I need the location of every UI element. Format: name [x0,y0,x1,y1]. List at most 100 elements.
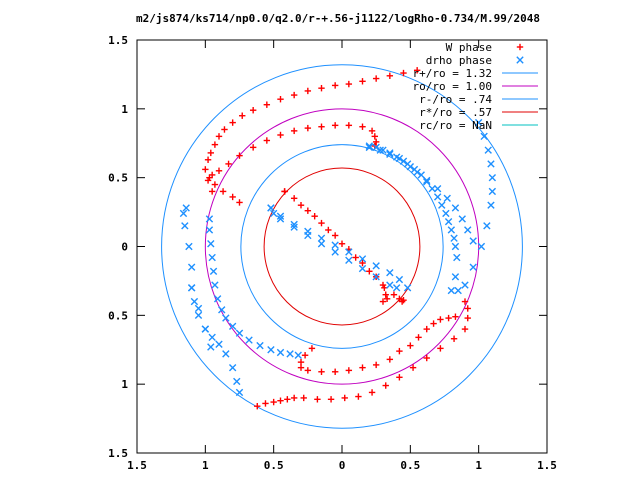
x-tick-label: 0.5 [400,459,420,472]
drho-phase-point [317,240,326,248]
drho-phase-point [208,253,216,262]
drho-phase-point [276,215,285,223]
drho-phase-point [438,201,446,209]
w-phase-point [300,394,307,402]
drho-phase-point [190,297,199,306]
reference-circle [240,144,444,349]
w-phase-point [297,364,305,371]
drho-phase-point [433,184,442,193]
drho-phase-point [487,201,495,209]
w-phase-point [254,402,261,410]
y-axis-ticks: 1.5 1 0.5 0 0.5 1 1.5 [108,34,547,460]
x-tick-label: 0 [339,459,346,472]
legend-marker [516,56,524,64]
drho-phase-point [444,218,453,226]
drho-phase-point [213,295,222,303]
w-phase-point [219,188,227,195]
drho-phase-point [433,193,442,201]
drho-phase-point [194,304,203,313]
reference-circle [204,108,480,385]
y-tick-label: 0 [121,241,128,254]
w-phase-point [221,126,228,133]
drho-phase-point [454,286,462,295]
drho-phase-point [365,143,374,152]
w-phase-point [202,166,209,173]
w-phase-point [290,195,298,202]
w-phase-point [284,396,291,403]
w-phase-point [277,95,284,103]
w-phase-point [249,144,257,151]
drho-phase-point [403,284,412,292]
drho-phase-point [423,176,431,185]
drho-phase-point [379,146,387,154]
w-phase-point [372,75,380,82]
drho-phase-point [304,231,312,240]
drho-phase-point [372,262,380,270]
w-phase-point [277,131,284,139]
drho-phase-point [194,311,203,320]
drho-phase-point [395,154,404,163]
w-phase-point [331,368,339,375]
w-phase-point [345,80,353,88]
drho-phase-point [205,226,214,234]
w-phase-point [372,138,380,146]
drho-phase-point [410,165,419,174]
legend-label: r-/ro = .74 [419,93,492,106]
drho-phase-point [290,223,298,231]
drho-phase-point [267,346,275,354]
w-phase-point [352,254,359,261]
w-phase-point [211,181,219,188]
w-phase-point [318,123,325,130]
w-phase-point [229,119,236,126]
w-phase-point [345,367,353,374]
w-phase-point [379,298,387,305]
drho-phase-point [290,220,298,229]
drho-phase-point [358,255,367,263]
w-phase-point [368,389,376,396]
w-phase-point [400,69,407,77]
w-phase-point [263,101,271,108]
reference-circles [161,64,523,429]
drho-phase-point [331,241,339,249]
w-phase-point [331,232,339,239]
w-phase-point [290,127,298,135]
drho-phase-point [201,325,210,333]
w-phase-point [249,107,257,114]
drho-phase-point [276,348,285,357]
w-phase-point [382,382,389,389]
drho-phase-point [469,237,477,245]
drho-phase-point [317,234,326,242]
drho-phase-point [386,281,394,289]
drho-phase-point [395,275,404,284]
w-phase-point [225,160,232,168]
w-phase-point [263,137,271,144]
w-phase-point [290,394,298,402]
drho-phase-point [294,351,302,359]
drho-phase-point [185,242,193,251]
w-phase-point [415,334,422,341]
drho-phase-point [447,286,456,295]
drho-phase-point [376,146,384,154]
drho-phase-point [372,143,380,152]
w-phase-point [386,72,394,79]
drho-phase-point [228,322,237,331]
y-tick-label: 1 [121,103,128,116]
drho-phase-point [372,273,380,281]
w-phase-point [239,112,246,119]
w-phase-point [325,226,332,234]
w-phase-point [318,84,325,92]
drho-phase-point [218,306,226,314]
drho-phase-point [207,343,215,351]
w-phase-point [281,188,288,195]
w-phase-point [372,361,380,369]
drho-phase-point [331,248,339,256]
chart-title: m2/js874/ks714/np0.0/q2.0/r-+.56-j1122/l… [136,12,540,25]
w-phase-point [211,141,219,148]
drho-phase-point [181,222,189,230]
w-phase-point [311,213,318,220]
drho-phase-point [345,256,353,264]
w-phase-point [236,152,243,159]
w-phase-point [215,133,223,140]
reference-circle [263,167,421,326]
